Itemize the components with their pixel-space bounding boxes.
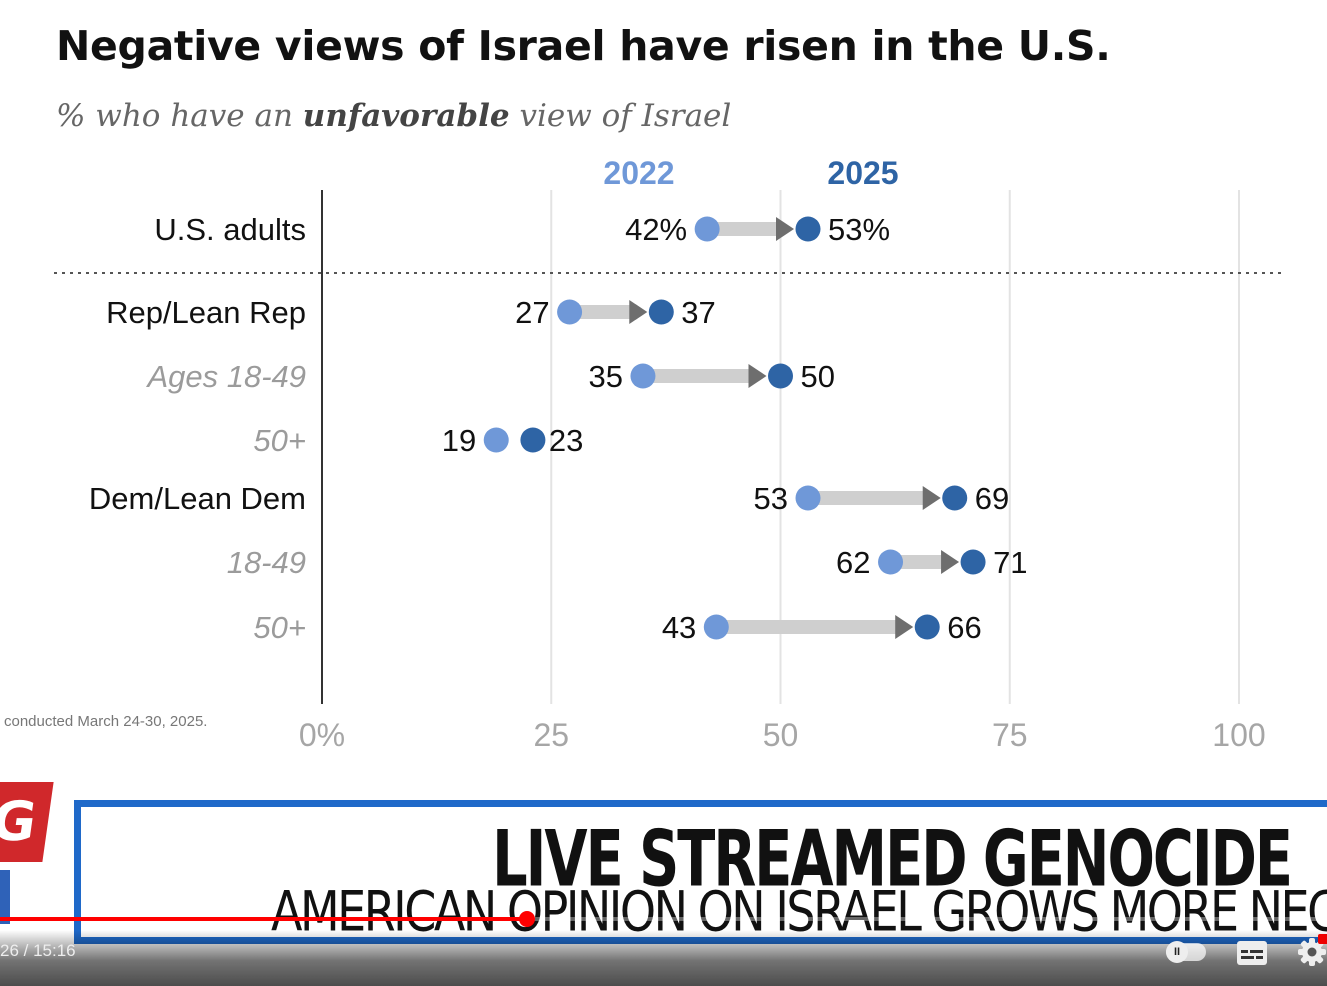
subtitle-suffix: view of Israel bbox=[509, 98, 732, 134]
banner-headline: LIVE STREAMED GENOCIDE bbox=[492, 813, 1293, 905]
change-arrow-head bbox=[895, 615, 914, 639]
row-label: Ages 18-49 bbox=[145, 359, 306, 394]
value-label-2025: 71 bbox=[993, 545, 1027, 580]
chart-subtitle: % who have an unfavorable view of Israel bbox=[56, 98, 731, 134]
subtitle-emphasis: unfavorable bbox=[302, 98, 510, 134]
value-label-2022: 53 bbox=[754, 481, 788, 516]
row-label: U.S. adults bbox=[154, 212, 306, 247]
legend-2025: 2025 bbox=[827, 155, 898, 191]
value-label-2025: 69 bbox=[975, 481, 1009, 516]
value-label-2022: 43 bbox=[662, 610, 696, 645]
value-label-2022: 42% bbox=[625, 212, 687, 247]
value-label-2025: 23 bbox=[549, 423, 583, 458]
time-display: 26 / 15:16 bbox=[0, 941, 76, 960]
hd-badge bbox=[1318, 934, 1327, 944]
dot-2025 bbox=[795, 216, 821, 242]
channel-logo: G bbox=[0, 782, 54, 862]
value-label-2022: 19 bbox=[442, 423, 476, 458]
chart-title: Negative views of Israel have risen in t… bbox=[56, 22, 1111, 70]
dot-2022 bbox=[557, 299, 583, 325]
value-label-2025: 66 bbox=[947, 610, 981, 645]
change-arrow-head bbox=[922, 486, 941, 510]
x-tick-label: 100 bbox=[1212, 717, 1265, 753]
dot-2022 bbox=[703, 614, 729, 640]
dot-2022 bbox=[630, 363, 656, 389]
lower-third-banner: LIVE STREAMED GENOCIDE AMERICAN OPINION … bbox=[74, 800, 1327, 944]
progress-bar[interactable] bbox=[0, 911, 1327, 927]
value-label-2022: 27 bbox=[515, 295, 549, 330]
x-tick-label: 0% bbox=[299, 717, 345, 753]
dot-2025 bbox=[520, 427, 546, 453]
value-label-2025: 53% bbox=[828, 212, 890, 247]
value-label-2025: 37 bbox=[681, 295, 715, 330]
settings-icon bbox=[1298, 938, 1326, 966]
dot-2022 bbox=[878, 549, 904, 575]
progress-fill bbox=[0, 917, 527, 921]
autoplay-toggle[interactable]: II bbox=[1166, 941, 1206, 963]
dot-2022 bbox=[795, 485, 821, 511]
value-label-2025: 50 bbox=[801, 359, 835, 394]
source-note: conducted March 24-30, 2025. bbox=[4, 713, 208, 730]
dumbbell-chart: 0% 25 50 75 100 2022 2025 U.S. adults 42% 53% Rep/… bbox=[54, 155, 1282, 753]
x-tick-label: 75 bbox=[992, 717, 1028, 753]
settings-button[interactable] bbox=[1297, 937, 1327, 967]
change-arrow-head bbox=[776, 217, 795, 241]
x-tick-label: 50 bbox=[763, 717, 799, 753]
value-label-2022: 62 bbox=[836, 545, 870, 580]
change-arrow-head bbox=[629, 300, 648, 324]
channel-logo-secondary bbox=[0, 870, 10, 924]
row-label: 50+ bbox=[253, 610, 306, 645]
row-label: Dem/Lean Dem bbox=[89, 481, 306, 516]
dot-2025 bbox=[942, 485, 968, 511]
change-arrow-head bbox=[748, 364, 767, 388]
value-label-2022: 35 bbox=[588, 359, 622, 394]
row-label: Rep/Lean Rep bbox=[106, 295, 306, 330]
dot-2025 bbox=[960, 549, 986, 575]
captions-button[interactable] bbox=[1236, 940, 1268, 966]
subtitle-prefix: % who have an bbox=[56, 98, 303, 134]
dot-2025 bbox=[768, 363, 793, 389]
captions-icon bbox=[1237, 941, 1267, 965]
x-tick-label: 25 bbox=[533, 717, 569, 753]
player-controls-bar bbox=[0, 930, 1327, 986]
dot-2025 bbox=[914, 614, 940, 640]
row-label: 18-49 bbox=[227, 545, 306, 580]
dot-2022 bbox=[694, 216, 720, 242]
progress-scrubber-handle[interactable] bbox=[518, 911, 535, 927]
dot-2022 bbox=[483, 427, 509, 453]
row-label: 50+ bbox=[253, 423, 306, 458]
change-arrow-head bbox=[941, 550, 960, 574]
pause-icon: II bbox=[1166, 941, 1188, 963]
dot-2025 bbox=[648, 299, 674, 325]
legend-2022: 2022 bbox=[603, 155, 674, 191]
